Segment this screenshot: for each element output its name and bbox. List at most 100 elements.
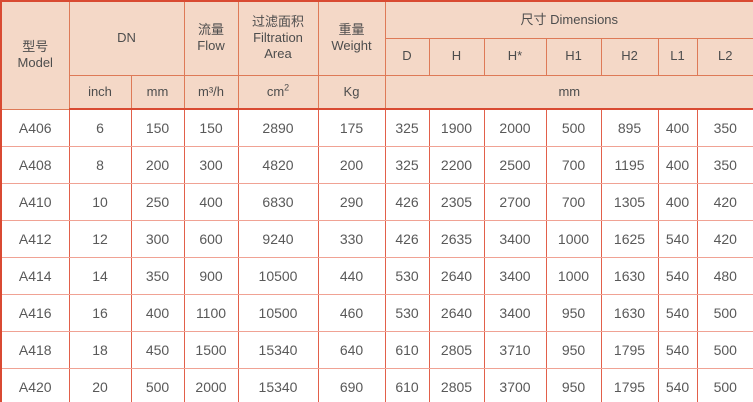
table-row-a412: A412 12 300 600 9240 330 426 2635 3400 1… bbox=[0, 220, 753, 258]
table-cell: 3710 bbox=[483, 331, 547, 369]
table-cell: 350 bbox=[130, 257, 185, 295]
table-row-a408: A408 8 200 300 4820 200 325 2200 2500 70… bbox=[0, 146, 753, 184]
table-cell: 1630 bbox=[600, 294, 659, 332]
unit-weight: Kg bbox=[317, 74, 386, 110]
weight-label-en: Weight bbox=[331, 38, 372, 54]
table-cell: 350 bbox=[696, 108, 753, 147]
table-cell: 2000 bbox=[483, 108, 547, 147]
table-cell: 400 bbox=[657, 108, 698, 147]
table-cell: 690 bbox=[317, 368, 386, 402]
table-cell: 500 bbox=[696, 331, 753, 369]
table-cell: 150 bbox=[130, 108, 185, 147]
table-cell: 540 bbox=[657, 294, 698, 332]
unit-dimensions-mm: mm bbox=[384, 74, 753, 110]
table-cell: 500 bbox=[130, 368, 185, 402]
table-cell: 14 bbox=[68, 257, 132, 295]
table-cell: 8 bbox=[68, 146, 132, 184]
unit-flow: m³/h bbox=[183, 74, 239, 110]
table-cell: 450 bbox=[130, 331, 185, 369]
table-row-a418: A418 18 450 1500 15340 640 610 2805 3710… bbox=[0, 331, 753, 369]
table-cell: 12 bbox=[68, 220, 132, 258]
table-cell: 15340 bbox=[237, 331, 319, 369]
table-cell: 2890 bbox=[237, 108, 319, 147]
table-cell: 2000 bbox=[183, 368, 239, 402]
table-cell: 10500 bbox=[237, 257, 319, 295]
model-cell: A420 bbox=[0, 368, 70, 402]
table-cell: 150 bbox=[183, 108, 239, 147]
table-cell: 3700 bbox=[483, 368, 547, 402]
table-cell: 20 bbox=[68, 368, 132, 402]
table-cell: 530 bbox=[384, 257, 430, 295]
unit-area: cm2 bbox=[237, 74, 319, 110]
table-cell: 420 bbox=[696, 183, 753, 221]
table-cell: 700 bbox=[545, 146, 602, 184]
table-row-a420: A420 20 500 2000 15340 690 610 2805 3700… bbox=[0, 368, 753, 402]
col-header-dim-h2: H2 bbox=[600, 37, 659, 76]
table-row-a410: A410 10 250 400 6830 290 426 2305 2700 7… bbox=[0, 183, 753, 221]
table-cell: 15340 bbox=[237, 368, 319, 402]
table-cell: 1195 bbox=[600, 146, 659, 184]
table-row-a414: A414 14 350 900 10500 440 530 2640 3400 … bbox=[0, 257, 753, 295]
table-cell: 2700 bbox=[483, 183, 547, 221]
table-cell: 250 bbox=[130, 183, 185, 221]
unit-area-base: cm bbox=[266, 83, 285, 99]
table-row-a406: A406 6 150 150 2890 175 325 1900 2000 50… bbox=[0, 108, 753, 147]
table-cell: 400 bbox=[130, 294, 185, 332]
table-cell: 440 bbox=[317, 257, 386, 295]
table-cell: 610 bbox=[384, 331, 430, 369]
table-cell: 3400 bbox=[483, 257, 547, 295]
table-cell: 10500 bbox=[237, 294, 319, 332]
table-cell: 2805 bbox=[428, 331, 485, 369]
model-cell: A414 bbox=[0, 257, 70, 295]
filtration-label-en2: Area bbox=[264, 46, 292, 62]
col-header-dn: DN bbox=[68, 0, 185, 76]
table-cell: 325 bbox=[384, 146, 430, 184]
table-cell: 3400 bbox=[483, 294, 547, 332]
table-cell: 325 bbox=[384, 108, 430, 147]
table-cell: 300 bbox=[130, 220, 185, 258]
table-cell: 175 bbox=[317, 108, 386, 147]
col-header-dim-l2: L2 bbox=[696, 37, 753, 76]
table-cell: 6 bbox=[68, 108, 132, 147]
model-cell: A416 bbox=[0, 294, 70, 332]
model-label-zh: 型号 bbox=[22, 39, 49, 54]
table-cell: 2305 bbox=[428, 183, 485, 221]
model-cell: A412 bbox=[0, 220, 70, 258]
unit-inch: inch bbox=[68, 74, 132, 110]
unit-mm: mm bbox=[130, 74, 185, 110]
table-cell: 500 bbox=[545, 108, 602, 147]
table-cell: 2500 bbox=[483, 146, 547, 184]
table-cell: 500 bbox=[696, 368, 753, 402]
table-cell: 1795 bbox=[600, 331, 659, 369]
col-header-dim-h1: H1 bbox=[545, 37, 602, 76]
table-cell: 290 bbox=[317, 183, 386, 221]
table-cell: 420 bbox=[696, 220, 753, 258]
col-header-filtration-area: 过滤面积 Filtration Area bbox=[237, 0, 319, 76]
col-header-weight: 重量 Weight bbox=[317, 0, 386, 76]
table-cell: 530 bbox=[384, 294, 430, 332]
model-cell: A418 bbox=[0, 331, 70, 369]
table-cell: 10 bbox=[68, 183, 132, 221]
table-cell: 540 bbox=[657, 220, 698, 258]
table-cell: 2635 bbox=[428, 220, 485, 258]
table-cell: 18 bbox=[68, 331, 132, 369]
table-cell: 950 bbox=[545, 368, 602, 402]
table-cell: 610 bbox=[384, 368, 430, 402]
table-cell: 400 bbox=[657, 183, 698, 221]
model-label-en: Model bbox=[17, 55, 53, 71]
table-cell: 330 bbox=[317, 220, 386, 258]
table-cell: 895 bbox=[600, 108, 659, 147]
flow-label-en: Flow bbox=[197, 38, 225, 54]
table-cell: 1630 bbox=[600, 257, 659, 295]
table-cell: 1000 bbox=[545, 257, 602, 295]
table-cell: 1795 bbox=[600, 368, 659, 402]
table-cell: 9240 bbox=[237, 220, 319, 258]
table-cell: 1305 bbox=[600, 183, 659, 221]
table-cell: 700 bbox=[545, 183, 602, 221]
table-cell: 200 bbox=[317, 146, 386, 184]
col-header-dim-d: D bbox=[384, 37, 430, 76]
table-cell: 6830 bbox=[237, 183, 319, 221]
col-header-dimensions: 尺寸 Dimensions bbox=[384, 0, 753, 39]
table-cell: 2805 bbox=[428, 368, 485, 402]
